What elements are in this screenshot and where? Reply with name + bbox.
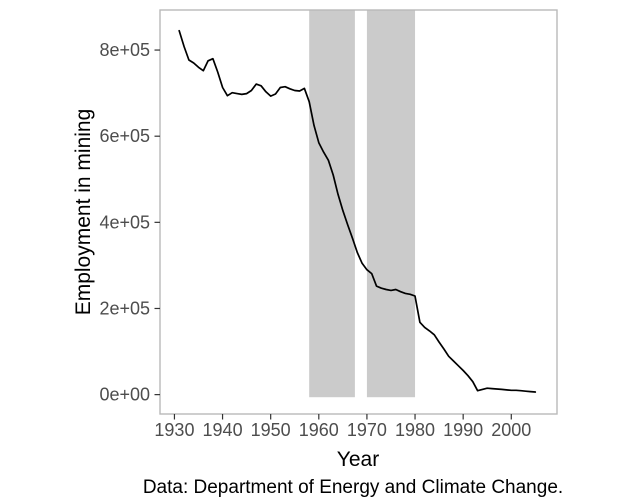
x-axis: 1930 1940 1950 1960 1970 1980 1990 2000 (154, 414, 531, 440)
highlight-band (309, 10, 355, 398)
data-series-layer (178, 29, 537, 393)
x-tick-label: 1980 (395, 420, 435, 440)
chart-caption: Data: Department of Energy and Climate C… (143, 477, 563, 498)
x-tick-label: 2000 (491, 420, 531, 440)
y-tick-label: 2e+05 (99, 298, 150, 318)
x-tick-label: 1970 (347, 420, 387, 440)
x-tick-label: 1960 (299, 420, 339, 440)
y-tick-label: 4e+05 (99, 212, 150, 232)
x-tick-label: 1940 (203, 420, 243, 440)
x-axis-title: Year (337, 448, 379, 471)
x-tick-label: 1930 (154, 420, 194, 440)
y-axis-title: Employment in mining (72, 109, 95, 316)
y-tick-label: 0e+00 (99, 385, 150, 405)
plot-panel-border (159, 9, 558, 415)
highlight-bands-layer (309, 10, 416, 398)
y-tick-label: 6e+05 (99, 126, 150, 146)
x-tick-label: 1990 (443, 420, 483, 440)
y-tick-label: 8e+05 (99, 40, 150, 60)
x-tick-label: 1950 (251, 420, 291, 440)
data-line (178, 29, 537, 393)
y-axis: 0e+00 2e+05 4e+05 6e+05 8e+05 (99, 40, 160, 405)
highlight-band (366, 10, 416, 398)
